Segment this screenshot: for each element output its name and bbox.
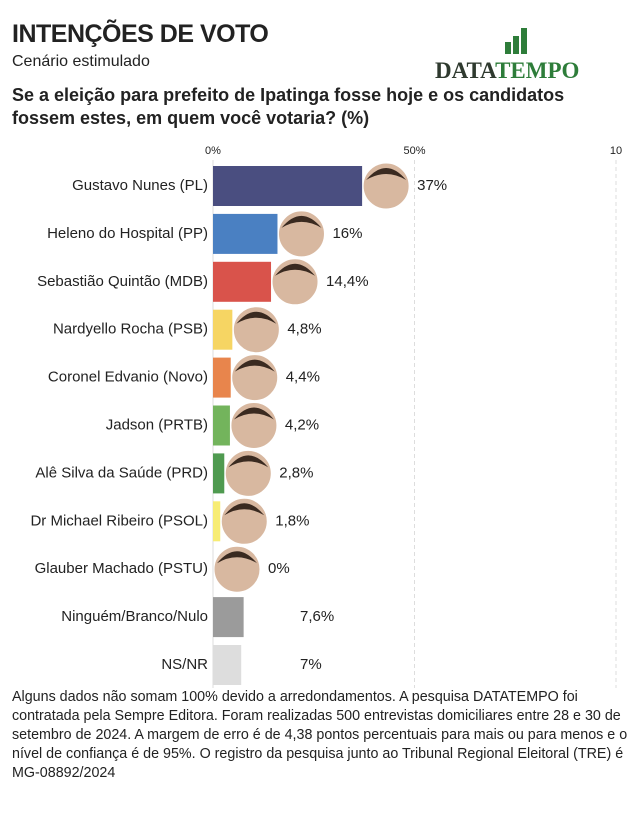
bar <box>213 261 272 302</box>
bar <box>213 405 230 446</box>
question: Se a eleição para prefeito de Ipatinga f… <box>12 85 565 128</box>
category-label: Sebastião Quintão (MDB) <box>37 273 208 290</box>
category-label: Alê Silva da Saúde (PRD) <box>35 464 208 481</box>
category-label: Glauber Machado (PSTU) <box>35 560 208 577</box>
x-tick-label: 10 <box>610 145 622 157</box>
bar <box>213 213 278 254</box>
candidate-hair <box>281 215 322 228</box>
category-label: Coronel Edvanio (Novo) <box>48 369 208 386</box>
value-label: 14,4% <box>326 273 369 290</box>
bar <box>213 453 225 494</box>
candidate-hair <box>233 407 274 420</box>
bar <box>213 645 242 685</box>
value-label: 7% <box>300 656 322 673</box>
logo-part: DATA <box>435 58 496 83</box>
category-label: Ninguém/Branco/Nulo <box>61 608 208 625</box>
bar <box>213 501 221 542</box>
candidate-hair <box>228 455 269 468</box>
bar <box>213 309 233 350</box>
value-label: 0% <box>268 560 290 577</box>
value-label: 7,6% <box>300 608 334 625</box>
x-tick-label: 50% <box>403 145 425 157</box>
candidate-hair <box>366 168 407 180</box>
value-label: 4,2% <box>285 416 319 433</box>
bar <box>213 597 244 638</box>
candidate-hair <box>234 359 275 372</box>
category-label: Dr Michael Ribeiro (PSOL) <box>30 512 208 529</box>
candidate-hair <box>275 263 316 276</box>
value-label: 16% <box>332 225 362 242</box>
subtitle: Cenário estimulado <box>12 53 150 70</box>
title: INTENÇÕES DE VOTO <box>12 20 269 48</box>
candidate-hair <box>224 503 265 516</box>
candidate-hair <box>217 551 257 564</box>
category-label: NS/NR <box>161 656 208 673</box>
category-label: Heleno do Hospital (PP) <box>47 225 208 242</box>
value-label: 4,4% <box>286 369 320 386</box>
logo-part: TEMPO <box>495 58 580 83</box>
category-label: Gustavo Nunes (PL) <box>72 177 208 194</box>
bar <box>213 357 231 398</box>
x-tick-label: 0% <box>205 145 221 157</box>
category-label: Jadson (PRTB) <box>106 416 208 433</box>
value-label: 1,8% <box>275 512 309 529</box>
bar <box>213 166 363 206</box>
candidate-hair <box>236 311 277 324</box>
logo: DATATEMPO <box>435 58 579 84</box>
value-label: 2,8% <box>279 464 313 481</box>
category-label: Nardyello Rocha (PSB) <box>53 321 208 338</box>
value-label: 37% <box>417 177 447 194</box>
footnote: Alguns dados não somam 100% devido a arr… <box>12 689 628 781</box>
value-label: 4,8% <box>287 321 321 338</box>
